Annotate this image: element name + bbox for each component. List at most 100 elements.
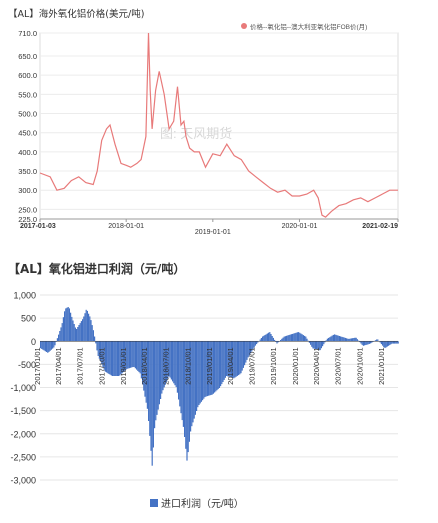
import-profit-bar [322,341,324,347]
import-profit-bar [210,341,212,395]
bottom-x-tick-label: 2020/10/01 [355,347,364,385]
import-profit-bar [289,334,291,342]
import-profit-bar [368,341,370,344]
import-profit-bar [338,336,340,342]
import-profit-bar [118,341,120,376]
import-profit-bar [323,341,325,345]
import-profit-bar [391,341,393,344]
top-y-tick-label: 600.0 [18,71,37,80]
top-chart-title: 【AL】海外氧化铝价格(美元/吨) [8,9,145,20]
import-profit-bar [76,329,78,342]
top-y-tick-label: 300.0 [18,186,37,195]
import-profit-bar [163,341,165,388]
import-profit-bar [136,341,138,370]
import-profit-bar [149,341,151,436]
import-profit-bar [125,341,127,370]
import-profit-bar [130,341,132,368]
import-profit-bar [209,341,211,396]
import-profit-bar [340,336,342,342]
import-profit-bar [116,341,118,376]
import-profit-bar [290,334,292,342]
top-x-tick-label: 2020-01-01 [282,223,318,230]
import-profit-bar [62,317,64,342]
import-profit-bar [106,341,108,373]
import-profit-bar [301,334,303,342]
bottom-x-tick-label: 2019/10/01 [269,347,278,385]
import-profit-bar [367,341,369,345]
import-profit-bar [104,341,106,372]
top-x-tick-label: 2019-01-01 [195,229,231,236]
import-profit-bar [311,341,313,347]
import-profit-bar [187,341,189,453]
import-profit-bar [65,308,67,342]
import-profit-bar [284,336,286,342]
import-profit-bar [358,340,360,342]
import-profit-bar [72,320,74,342]
import-profit-bar [134,341,136,369]
import-profit-bar [242,341,244,368]
import-profit-bar [276,341,278,344]
import-profit-bar [211,341,213,395]
import-profit-bar [374,340,376,342]
import-profit-bar [138,341,140,373]
import-profit-bar [236,341,238,376]
import-profit-bar [253,341,255,348]
import-profit-bar [110,341,112,376]
import-profit-bar [128,341,130,369]
import-profit-bar [145,341,147,403]
import-profit-bar [152,341,154,448]
import-profit-bar [169,341,171,378]
import-profit-bar [392,341,394,344]
import-profit-bar [382,341,384,346]
legend-label: 进口利润（元/吨） [161,497,244,510]
import-profit-bar [364,341,366,346]
top-x-tick-label: 2017-01-03 [20,223,56,230]
import-profit-bar [188,341,190,442]
import-profit-bar [337,335,339,342]
import-profit-bar [376,339,378,342]
import-profit-bar [379,341,381,343]
import-profit-bar [84,313,86,342]
import-profit-bar [335,334,337,342]
import-profit-bar [281,338,283,342]
import-profit-bar [304,335,306,342]
import-profit-bar [119,341,121,376]
import-profit-bar [227,341,229,377]
import-profit-bar [300,333,302,342]
import-profit-bar [221,341,223,385]
import-profit-bar [156,341,158,415]
alumina-import-profit-panel: 【AL】氧化铝进口利润（元/吨） 1,000 500 0 -500 -1,000 -1,5… [0,240,438,518]
import-profit-bar [317,341,319,350]
import-profit-bar [73,324,75,342]
bottom-legend[interactable]: 进口利润（元/吨） [150,497,244,510]
import-profit-bar [296,332,298,342]
import-profit-bar [61,323,63,342]
top-y-tick-label: 500.0 [18,110,37,119]
import-profit-bar [390,341,392,345]
import-profit-bar [218,341,220,388]
import-profit-bar [240,341,242,374]
import-profit-bar [83,316,85,342]
import-profit-bar [238,341,240,376]
bottom-y-tick-label: -3,000 [10,476,36,486]
import-profit-bar [161,341,163,394]
import-profit-bar [74,327,76,342]
import-profit-bar [166,341,168,382]
bottom-y-tick-label: -2,000 [10,429,36,439]
bottom-x-tick-label: 2019/01/01 [205,347,214,385]
import-profit-bar [168,341,170,377]
import-profit-bar [89,316,91,342]
import-profit-bar [121,341,123,374]
import-profit-bar [151,341,153,466]
import-profit-bar [384,341,386,348]
import-profit-bar [109,341,111,375]
top-legend[interactable]: 价格--氧化铝--澳大利亚氧化铝FOB价(月) [241,22,367,31]
import-profit-bar [198,341,200,405]
import-profit-bar [193,341,195,419]
import-profit-bar [132,341,134,367]
top-y-tick-label: 450.0 [18,129,37,138]
import-profit-bar [191,341,193,427]
import-profit-bar [353,338,355,342]
top-y-tick-label: 400.0 [18,148,37,157]
import-profit-bar [131,341,133,368]
